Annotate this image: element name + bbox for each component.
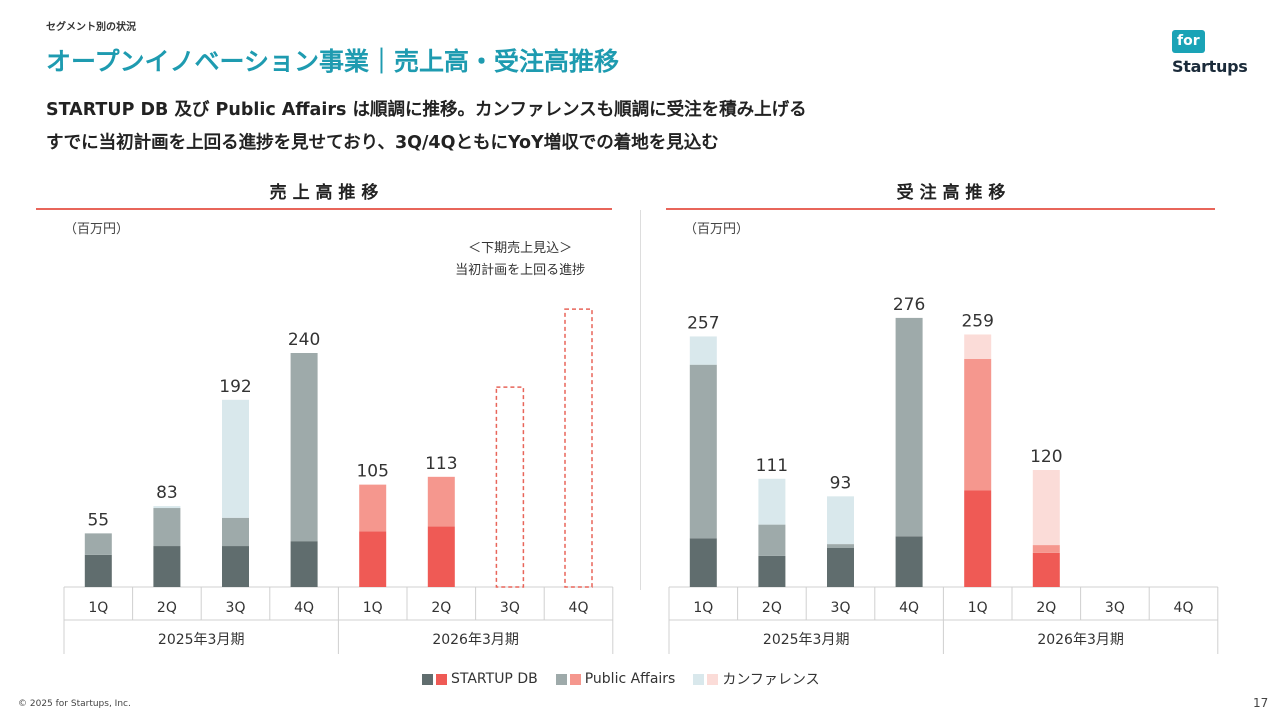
category-label: 4Q [569, 600, 589, 616]
category-label: 3Q [500, 600, 520, 616]
total-label: 192 [219, 377, 251, 397]
category-label: 3Q [226, 600, 246, 616]
unit-label: （百万円） [64, 222, 129, 237]
footer-copyright: © 2025 for Startups, Inc. [18, 699, 131, 709]
subtitle-line-2: すでに当初計画を上回る進捗を見せており、3Q/4QともにYoY増収での着地を見込… [46, 133, 719, 153]
bar-segment-public-affairs [290, 353, 318, 542]
legend-swatch-startup-db-past [422, 673, 433, 685]
total-label: 93 [830, 473, 852, 493]
bar-segment-startup-db [359, 531, 387, 587]
bar-segment-public-affairs [359, 484, 387, 532]
total-label: 240 [288, 330, 320, 350]
total-label: 111 [756, 456, 788, 476]
subtitle-line-1: STARTUP DB 及び Public Affairs は順調に推移。カンファ… [46, 100, 807, 120]
bar-segment-public-affairs [427, 476, 455, 527]
bar-segment-startup-db [153, 546, 181, 587]
category-label: 2Q [762, 600, 782, 616]
period-label: 2026年3月期 [1037, 632, 1124, 648]
bar-segment-public-affairs [758, 524, 786, 556]
chart-title: 売 上 高 推 移 [270, 182, 379, 203]
revenue-chart: 売 上 高 推 移 （百万円） 1Q 2Q 3Q 4Q 1Q 2Q 3Q 4Q 2025年3月期 20… [36, 182, 614, 654]
bar-segment-startup-db [758, 555, 786, 587]
category-label: 4Q [294, 600, 314, 616]
category-label: 1Q [693, 600, 713, 616]
bar-segment-conference [153, 506, 181, 509]
bar-segment-startup-db [84, 554, 112, 587]
category-label: 4Q [899, 600, 919, 616]
legend-label-conference: カンファレンス [722, 672, 820, 688]
bar-segment-public-affairs [1032, 545, 1060, 553]
category-label: 1Q [88, 600, 108, 616]
period-label: 2025年3月期 [763, 632, 850, 648]
total-label: 55 [87, 510, 109, 530]
category-label: 3Q [1105, 600, 1125, 616]
bar-segment-startup-db [290, 541, 318, 587]
bar-segment-public-affairs [689, 364, 717, 539]
bar-segment-startup-db [689, 538, 717, 587]
page-title: オープンイノベーション事業｜売上高・受注高推移 [46, 47, 620, 76]
total-label: 120 [1030, 447, 1062, 467]
bar-segment-public-affairs [84, 533, 112, 555]
category-label: 1Q [968, 600, 988, 616]
bar-segment-conference [758, 478, 786, 525]
bar-segment-startup-db [895, 536, 923, 587]
bar-segment-startup-db [827, 548, 854, 587]
bar-segment-conference [222, 399, 249, 518]
bar-segment-startup-db [1032, 552, 1060, 587]
period-label: 2025年3月期 [158, 632, 245, 648]
period-label: 2026年3月期 [432, 632, 519, 648]
total-label: 257 [687, 313, 719, 333]
total-label: 259 [961, 311, 993, 331]
forecast-bar [495, 386, 525, 588]
orders-chart: 受 注 高 推 移 （百万円） 1Q 2Q 3Q 4Q 1Q 2Q 3Q 4Q 2025年3月期 20… [666, 182, 1219, 654]
logo-startups-text: Startups [1172, 57, 1248, 76]
category-label: 1Q [363, 600, 383, 616]
forecast-note-line-2: 当初計画を上回る進捗 [455, 262, 585, 278]
category-label: 2Q [157, 600, 177, 616]
legend-swatch-startup-db-current [436, 673, 447, 685]
page-number: 17 [1253, 696, 1269, 710]
category-label: 2Q [431, 600, 451, 616]
total-label: 113 [425, 454, 457, 474]
legend: STARTUP DB Public Affairs カンファレンス [422, 669, 820, 689]
bar-segment-startup-db [222, 546, 249, 587]
bar-segment-conference [689, 336, 717, 365]
unit-label: （百万円） [684, 222, 749, 237]
section-label: セグメント別の状況 [46, 22, 136, 33]
category-label: 3Q [831, 600, 851, 616]
total-label: 83 [156, 483, 178, 503]
bar-segment-public-affairs [222, 517, 249, 547]
bar-segment-public-affairs [153, 508, 181, 547]
bar-segment-conference [1032, 470, 1060, 546]
bar-segment-startup-db [964, 490, 992, 587]
logo-for-text: for [1172, 30, 1205, 53]
legend-label-startup-db: STARTUP DB [451, 671, 538, 687]
bar-segment-public-affairs [895, 317, 923, 537]
bar-segment-public-affairs [964, 358, 992, 491]
bar-segment-conference [964, 334, 992, 359]
category-label: 2Q [1036, 600, 1056, 616]
category-label: 4Q [1174, 600, 1194, 616]
forecast-note-line-1: ＜下期売上見込＞ [468, 240, 572, 256]
chart-divider [640, 210, 641, 590]
legend-swatch-public-affairs-current [569, 673, 581, 685]
chart-title: 受 注 高 推 移 [897, 182, 1006, 203]
bar-segment-conference [827, 496, 854, 545]
bar-segment-startup-db [427, 526, 455, 587]
legend-item-public-affairs: Public Affairs [555, 671, 676, 687]
bar-segment-public-affairs [827, 544, 854, 548]
legend-swatch-conference-past [693, 673, 705, 685]
legend-swatch-conference-current [707, 673, 719, 685]
legend-item-conference: カンファレンス [693, 669, 820, 689]
total-label: 276 [893, 295, 925, 315]
forecast-bar [564, 308, 593, 588]
total-label: 105 [356, 462, 388, 482]
legend-swatch-public-affairs-past [555, 673, 567, 685]
company-logo: for Startups [1172, 30, 1250, 80]
legend-label-public-affairs: Public Affairs [584, 671, 676, 687]
legend-item-startup-db: STARTUP DB [422, 671, 538, 687]
